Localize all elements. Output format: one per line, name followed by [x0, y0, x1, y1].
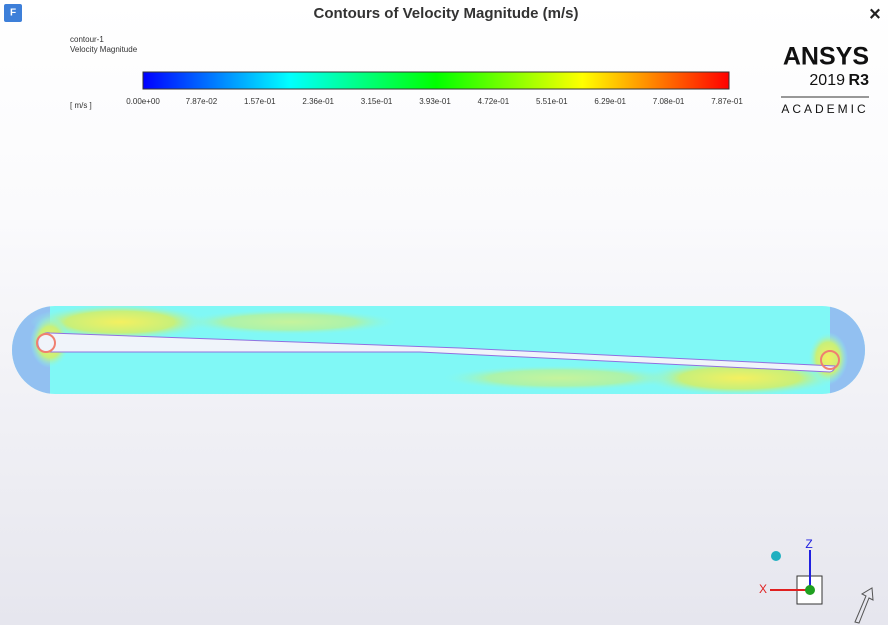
contour-name: contour-1	[70, 35, 104, 44]
contour-plot	[12, 306, 865, 394]
colorbar-tick-label: 4.72e-01	[478, 97, 510, 106]
window-title: Contours of Velocity Magnitude (m/s)	[313, 5, 578, 22]
colorbar-tick-label: 3.93e-01	[419, 97, 451, 106]
colorbar-tick-label: 3.15e-01	[361, 97, 393, 106]
cursor-arrow	[854, 587, 874, 624]
colorbar-tick-label: 7.08e-01	[653, 97, 685, 106]
logo-edition: ACADEMIC	[781, 102, 868, 116]
close-button[interactable]: ×	[869, 3, 881, 25]
unit-label: [ m/s ]	[70, 101, 92, 110]
y-axis	[805, 585, 815, 595]
triad-ball	[771, 551, 781, 561]
variable-name: Velocity Magnitude	[70, 45, 138, 54]
logo-brand: ANSYS	[783, 43, 869, 71]
colorbar-tick-label: 2.36e-01	[302, 97, 334, 106]
colorbar-tick-label: 7.87e-01	[711, 97, 743, 106]
colorbar-tick-label: 0.00e+00	[126, 97, 160, 106]
colorbar	[142, 71, 730, 90]
app-icon[interactable]	[4, 4, 22, 22]
logo-year: 2019	[809, 72, 845, 89]
colorbar-tick-label: 6.29e-01	[594, 97, 626, 106]
z-label: Z	[805, 537, 812, 551]
colorbar-tick-label: 1.57e-01	[244, 97, 276, 106]
colorbar-ticks: 0.00e+00 7.87e-02 1.57e-01 2.36e-01 3.15e-01…	[126, 97, 743, 106]
colorbar-tick-label: 7.87e-02	[186, 97, 218, 106]
x-label: X	[759, 582, 767, 596]
colorbar-tick-label: 5.51e-01	[536, 97, 568, 106]
axis-triad: Z X	[759, 537, 874, 624]
logo-release: R3	[849, 72, 870, 89]
app-icon-letter: F	[10, 8, 16, 19]
